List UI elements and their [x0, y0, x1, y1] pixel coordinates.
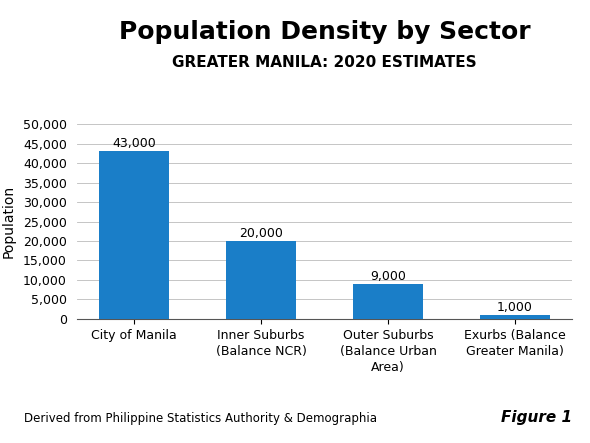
- Text: Figure 1: Figure 1: [501, 410, 572, 425]
- Bar: [99, 152, 169, 319]
- Text: Derived from Philippine Statistics Authority & Demographia: Derived from Philippine Statistics Autho…: [24, 412, 376, 425]
- Text: GREATER MANILA: 2020 ESTIMATES: GREATER MANILA: 2020 ESTIMATES: [172, 55, 477, 70]
- Text: 1,000: 1,000: [497, 301, 533, 314]
- Bar: [226, 241, 296, 319]
- Y-axis label: Population: Population: [2, 185, 16, 258]
- Text: Population Density by Sector: Population Density by Sector: [119, 20, 530, 44]
- Bar: [353, 284, 423, 319]
- Text: 20,000: 20,000: [239, 227, 283, 240]
- Text: 43,000: 43,000: [112, 137, 156, 150]
- Text: 9,000: 9,000: [370, 270, 406, 283]
- Bar: [480, 315, 550, 319]
